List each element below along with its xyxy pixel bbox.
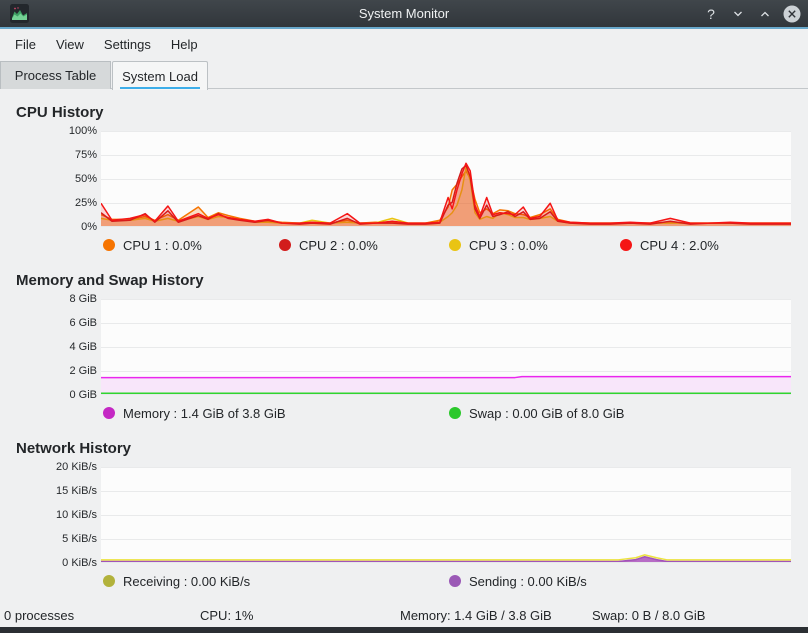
memory-ytick: 8 GiB <box>69 293 97 305</box>
cpu-plot-area <box>101 131 791 227</box>
menu-view[interactable]: View <box>55 37 84 52</box>
cpu-chart <box>101 162 791 226</box>
titlebar-accent-line <box>0 27 808 29</box>
cpu4-dot <box>620 239 632 251</box>
cpu4-label: CPU 4 : 2.0% <box>640 237 719 253</box>
cpu1-label: CPU 1 : 0.0% <box>123 237 202 253</box>
network-plot-area <box>101 467 791 563</box>
legend-item-memory: Memory : 1.4 GiB of 3.8 GiB <box>103 404 286 422</box>
status-processes: 0 processes <box>4 608 75 623</box>
memory-history-graph: 8 GiB 6 GiB 4 GiB 2 GiB 0 GiB <box>0 293 808 401</box>
memory-history-title: Memory and Swap History <box>16 272 204 289</box>
legend-item-cpu2: CPU 2 : 0.0% <box>279 236 378 254</box>
memory-ytick: 4 GiB <box>69 341 97 353</box>
memory-legend: Memory : 1.4 GiB of 3.8 GiB Swap : 0.00 … <box>0 404 808 422</box>
network-history-graph: 20 KiB/s 15 KiB/s 10 KiB/s 5 KiB/s 0 KiB… <box>0 461 808 569</box>
network-history-title: Network History <box>16 440 132 457</box>
cpu1-dot <box>103 239 115 251</box>
tab-system-load[interactable]: System Load <box>112 61 208 90</box>
close-icon <box>783 5 801 22</box>
legend-item-cpu4: CPU 4 : 2.0% <box>620 236 719 254</box>
cpu-history-title: CPU History <box>16 104 104 121</box>
swap-label: Swap : 0.00 GiB of 8.0 GiB <box>469 405 625 421</box>
network-ytick: 10 KiB/s <box>56 509 97 521</box>
memory-dot <box>103 407 115 419</box>
memory-chart <box>101 375 791 394</box>
tabbar-baseline <box>0 88 808 89</box>
memory-label: Memory : 1.4 GiB of 3.8 GiB <box>123 405 286 421</box>
legend-item-cpu1: CPU 1 : 0.0% <box>103 236 202 254</box>
menu-file[interactable]: File <box>15 37 36 52</box>
network-ytick: 15 KiB/s <box>56 485 97 497</box>
sending-label: Sending : 0.00 KiB/s <box>469 573 587 589</box>
bottom-edge-strip <box>0 627 808 633</box>
tab-process-table[interactable]: Process Table <box>0 61 111 89</box>
network-ytick: 5 KiB/s <box>62 533 97 545</box>
tabbar: Process Table System Load <box>0 60 808 90</box>
menubar: File View Settings Help <box>0 29 808 60</box>
network-legend: Receiving : 0.00 KiB/s Sending : 0.00 Ki… <box>0 572 808 590</box>
cpu-ytick: 0% <box>81 221 97 233</box>
window-title: System Monitor <box>358 6 450 21</box>
cpu3-dot <box>449 239 461 251</box>
menu-settings[interactable]: Settings <box>103 37 151 52</box>
status-cpu: CPU: 1% <box>200 608 254 623</box>
cpu-ytick: 25% <box>74 197 97 209</box>
swap-dot <box>449 407 461 419</box>
maximize-button[interactable] <box>755 4 775 24</box>
menu-help[interactable]: Help <box>170 37 198 52</box>
statusbar: 0 processes CPU: 1% Memory: 1.4 GiB / 3.… <box>0 604 808 627</box>
network-ytick: 20 KiB/s <box>56 461 97 473</box>
sending-dot <box>449 575 461 587</box>
window-controls: ? <box>701 0 802 27</box>
chevron-down-icon <box>734 11 742 16</box>
network-ytick: 0 KiB/s <box>62 557 97 569</box>
memory-ytick: 2 GiB <box>69 365 97 377</box>
legend-item-cpu3: CPU 3 : 0.0% <box>449 236 548 254</box>
chevron-up-icon <box>761 11 769 16</box>
status-memory: Memory: 1.4 GiB / 3.8 GiB <box>400 608 552 623</box>
legend-item-receiving: Receiving : 0.00 KiB/s <box>103 572 250 590</box>
cpu-ytick: 50% <box>74 173 97 185</box>
close-button[interactable] <box>782 4 802 24</box>
memory-plot-area <box>101 299 791 395</box>
status-swap: Swap: 0 B / 8.0 GiB <box>592 608 706 623</box>
titlebar[interactable]: System Monitor ? <box>0 0 808 27</box>
receiving-dot <box>103 575 115 587</box>
app-icon <box>10 4 29 23</box>
cpu2-dot <box>279 239 291 251</box>
memory-ytick: 6 GiB <box>69 317 97 329</box>
minimize-button[interactable] <box>728 4 748 24</box>
cpu-history-graph: 100% 75% 50% 25% 0% <box>0 125 808 233</box>
cpu-ytick: 75% <box>74 149 97 161</box>
legend-item-sending: Sending : 0.00 KiB/s <box>449 572 587 590</box>
cpu-legend: CPU 1 : 0.0% CPU 2 : 0.0% CPU 3 : 0.0% C… <box>0 236 808 254</box>
help-button[interactable]: ? <box>707 5 715 22</box>
legend-item-swap: Swap : 0.00 GiB of 8.0 GiB <box>449 404 624 422</box>
network-chart <box>101 554 791 562</box>
cpu3-label: CPU 3 : 0.0% <box>469 237 548 253</box>
cpu2-label: CPU 2 : 0.0% <box>299 237 378 253</box>
memory-ytick: 0 GiB <box>69 389 97 401</box>
receiving-label: Receiving : 0.00 KiB/s <box>123 573 251 589</box>
cpu-ytick: 100% <box>68 125 97 137</box>
